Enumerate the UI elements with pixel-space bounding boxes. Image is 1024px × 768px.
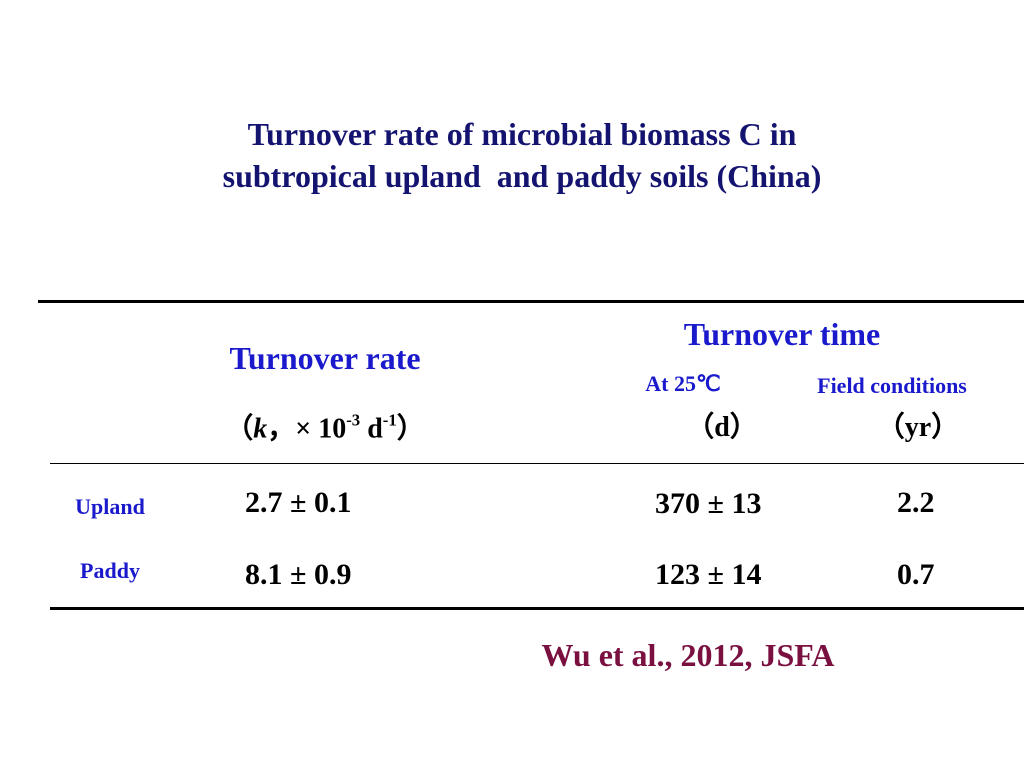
unit-part: -3 [346, 410, 361, 430]
unit-part: （ [225, 413, 254, 445]
header-field-unit: （yr） [876, 412, 960, 443]
title-line: Turnover rate of microbial biomass C in [247, 116, 797, 152]
header-time: Turnover time [683, 316, 881, 352]
bottom-rule [50, 607, 1024, 610]
header-at-temp: At 25℃ [645, 371, 721, 396]
cell: 123 ± 14 [655, 558, 762, 591]
unit-part: d [360, 413, 383, 445]
header-at-temp-unit: （d） [686, 412, 758, 443]
row-label: Paddy [80, 558, 140, 583]
header-rate: Turnover rate [229, 340, 421, 376]
unit-part: -1 [382, 410, 397, 430]
unit-part: ） [396, 413, 425, 445]
top-rule [38, 300, 1024, 303]
cell: 8.1 ± 0.9 [245, 558, 352, 591]
title-line: subtropical upland and paddy soils (Chin… [222, 158, 822, 194]
mid-rule [50, 463, 1024, 464]
citation: Wu et al., 2012, JSFA [541, 637, 835, 673]
header-field: Field conditions [817, 373, 967, 398]
cell: 2.2 [897, 486, 935, 519]
cell: 2.7 ± 0.1 [245, 486, 352, 519]
cell: 370 ± 13 [655, 487, 762, 520]
unit-part: k [253, 413, 268, 445]
cell: 0.7 [897, 558, 935, 591]
unit-part: ，× 10 [267, 413, 347, 445]
header-rate-unit: （k，× 10-3 d-1） [225, 410, 425, 445]
row-label: Upland [75, 494, 145, 519]
